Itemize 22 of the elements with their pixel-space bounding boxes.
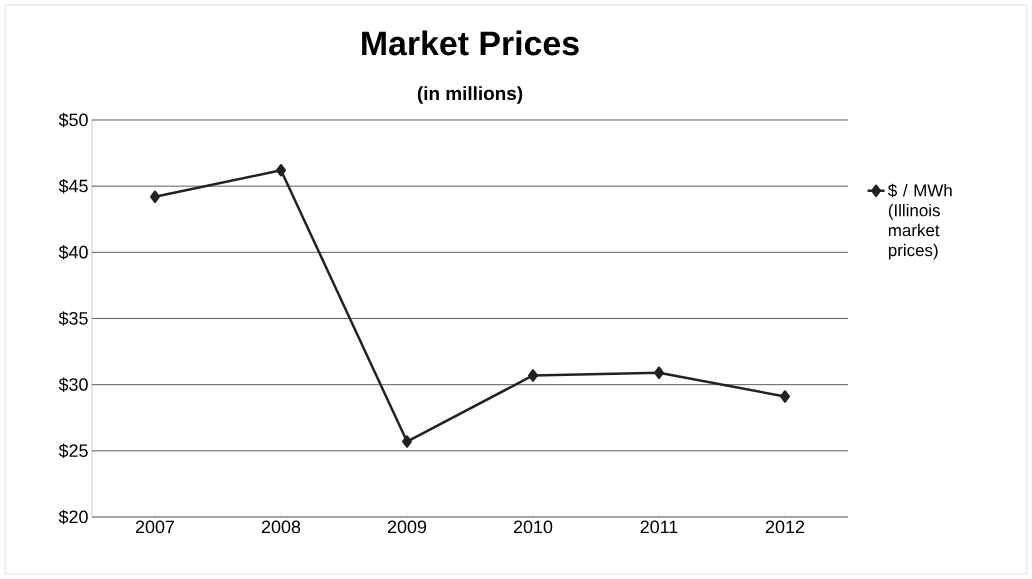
chart-title: Market Prices — [362, 30, 579, 56]
point — [402, 435, 412, 448]
x-tick-label: 2012 — [765, 520, 805, 534]
y-tick-label: $35 — [58, 311, 88, 326]
legend-label: $ / MWh (Illinois market prices) — [888, 183, 952, 260]
y-tick-label: $45 — [58, 178, 88, 194]
y-tick-label: $50 — [58, 112, 88, 128]
x-tick-label: 2007 — [135, 520, 175, 534]
point — [276, 164, 286, 177]
y-tick-label: $20 — [58, 509, 88, 525]
x-tick-label: 2008 — [261, 520, 301, 534]
y-tick-label: $30 — [58, 377, 88, 392]
point — [654, 366, 664, 379]
chart-subtitle: (in millions) — [417, 86, 523, 104]
x-tick-label: 2009 — [387, 520, 427, 534]
point — [150, 190, 160, 203]
y-tick-label: $40 — [58, 245, 88, 260]
point — [528, 369, 538, 382]
point — [780, 390, 790, 403]
y-tick-label: $25 — [58, 443, 88, 459]
x-tick-label: 2011 — [640, 520, 678, 534]
x-tick-label: 2010 — [513, 520, 553, 534]
